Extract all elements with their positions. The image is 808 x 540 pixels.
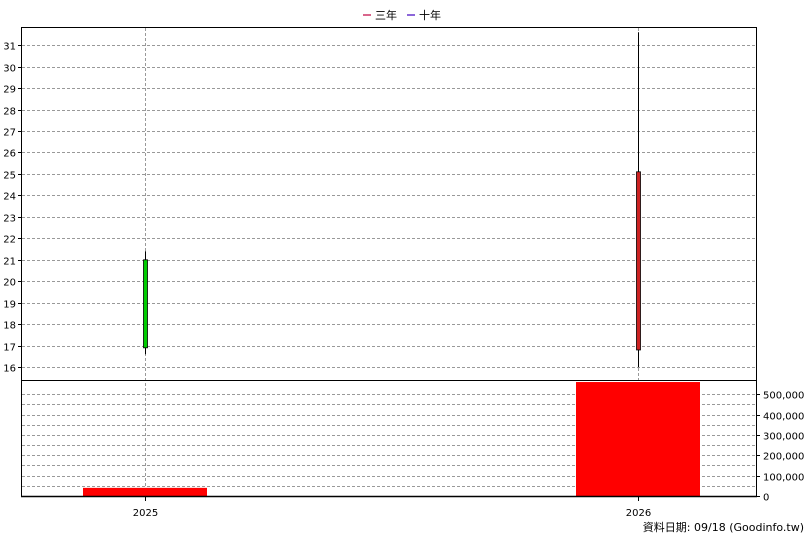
upper-y-tick-label: 17: [3, 343, 16, 354]
upper-y-tick-label: 26: [3, 149, 16, 160]
x-tick-label: 2026: [626, 508, 651, 519]
volume-bars: [83, 382, 700, 496]
legend-label-2: 十年: [419, 8, 441, 22]
lower-y-tick-label: 200,000: [763, 452, 804, 463]
upper-y-tick-label: 22: [3, 235, 16, 246]
upper-y-tick-label: 27: [3, 128, 16, 139]
legend-label-1: 三年: [375, 8, 397, 22]
upper-y-tick-label: 20: [3, 278, 16, 289]
candlesticks: [143, 32, 641, 368]
upper-plot-frame: [21, 27, 757, 381]
x-tick-label: 2025: [133, 508, 158, 519]
volume-bar-2025: [83, 487, 207, 496]
lower-y-tick-label: 500,000: [763, 391, 804, 402]
plot-frames: [21, 27, 757, 498]
legend: 三年 十年: [363, 8, 441, 22]
upper-y-tick-label: 19: [3, 300, 16, 311]
upper-y-tick-label: 21: [3, 257, 16, 268]
upper-y-tick-label: 16: [3, 364, 16, 375]
lower-y-axis: 0 100,000 200,000 300,000 400,000 500,000: [756, 391, 804, 504]
lower-y-tick-label: 300,000: [763, 432, 804, 443]
upper-y-tick-label: 28: [3, 107, 16, 118]
upper-y-tick-label: 30: [3, 64, 16, 75]
upper-y-tick-label: 31: [3, 42, 16, 53]
upper-y-tick-label: 18: [3, 321, 16, 332]
footer-source: 資料日期: 09/18 (Goodinfo.tw): [643, 520, 804, 534]
candle-body-2026: [636, 171, 641, 351]
lower-y-tick-label: 100,000: [763, 473, 804, 484]
lower-y-tick-label: 0: [763, 493, 769, 504]
x-axis: 2025 2026: [133, 496, 651, 519]
lower-y-tick-label: 400,000: [763, 412, 804, 423]
upper-y-tick-label: 29: [3, 85, 16, 96]
volume-bar-2026: [576, 382, 700, 496]
upper-gridlines: [22, 45, 756, 368]
upper-y-axis: 16 17 18 19 20 21 22 23 24 25 26 27 28 29 30 31: [3, 42, 22, 375]
upper-y-tick-label: 23: [3, 214, 16, 225]
candle-body-2025: [143, 259, 148, 349]
upper-y-tick-label: 25: [3, 171, 16, 182]
upper-y-tick-label: 24: [3, 192, 16, 203]
